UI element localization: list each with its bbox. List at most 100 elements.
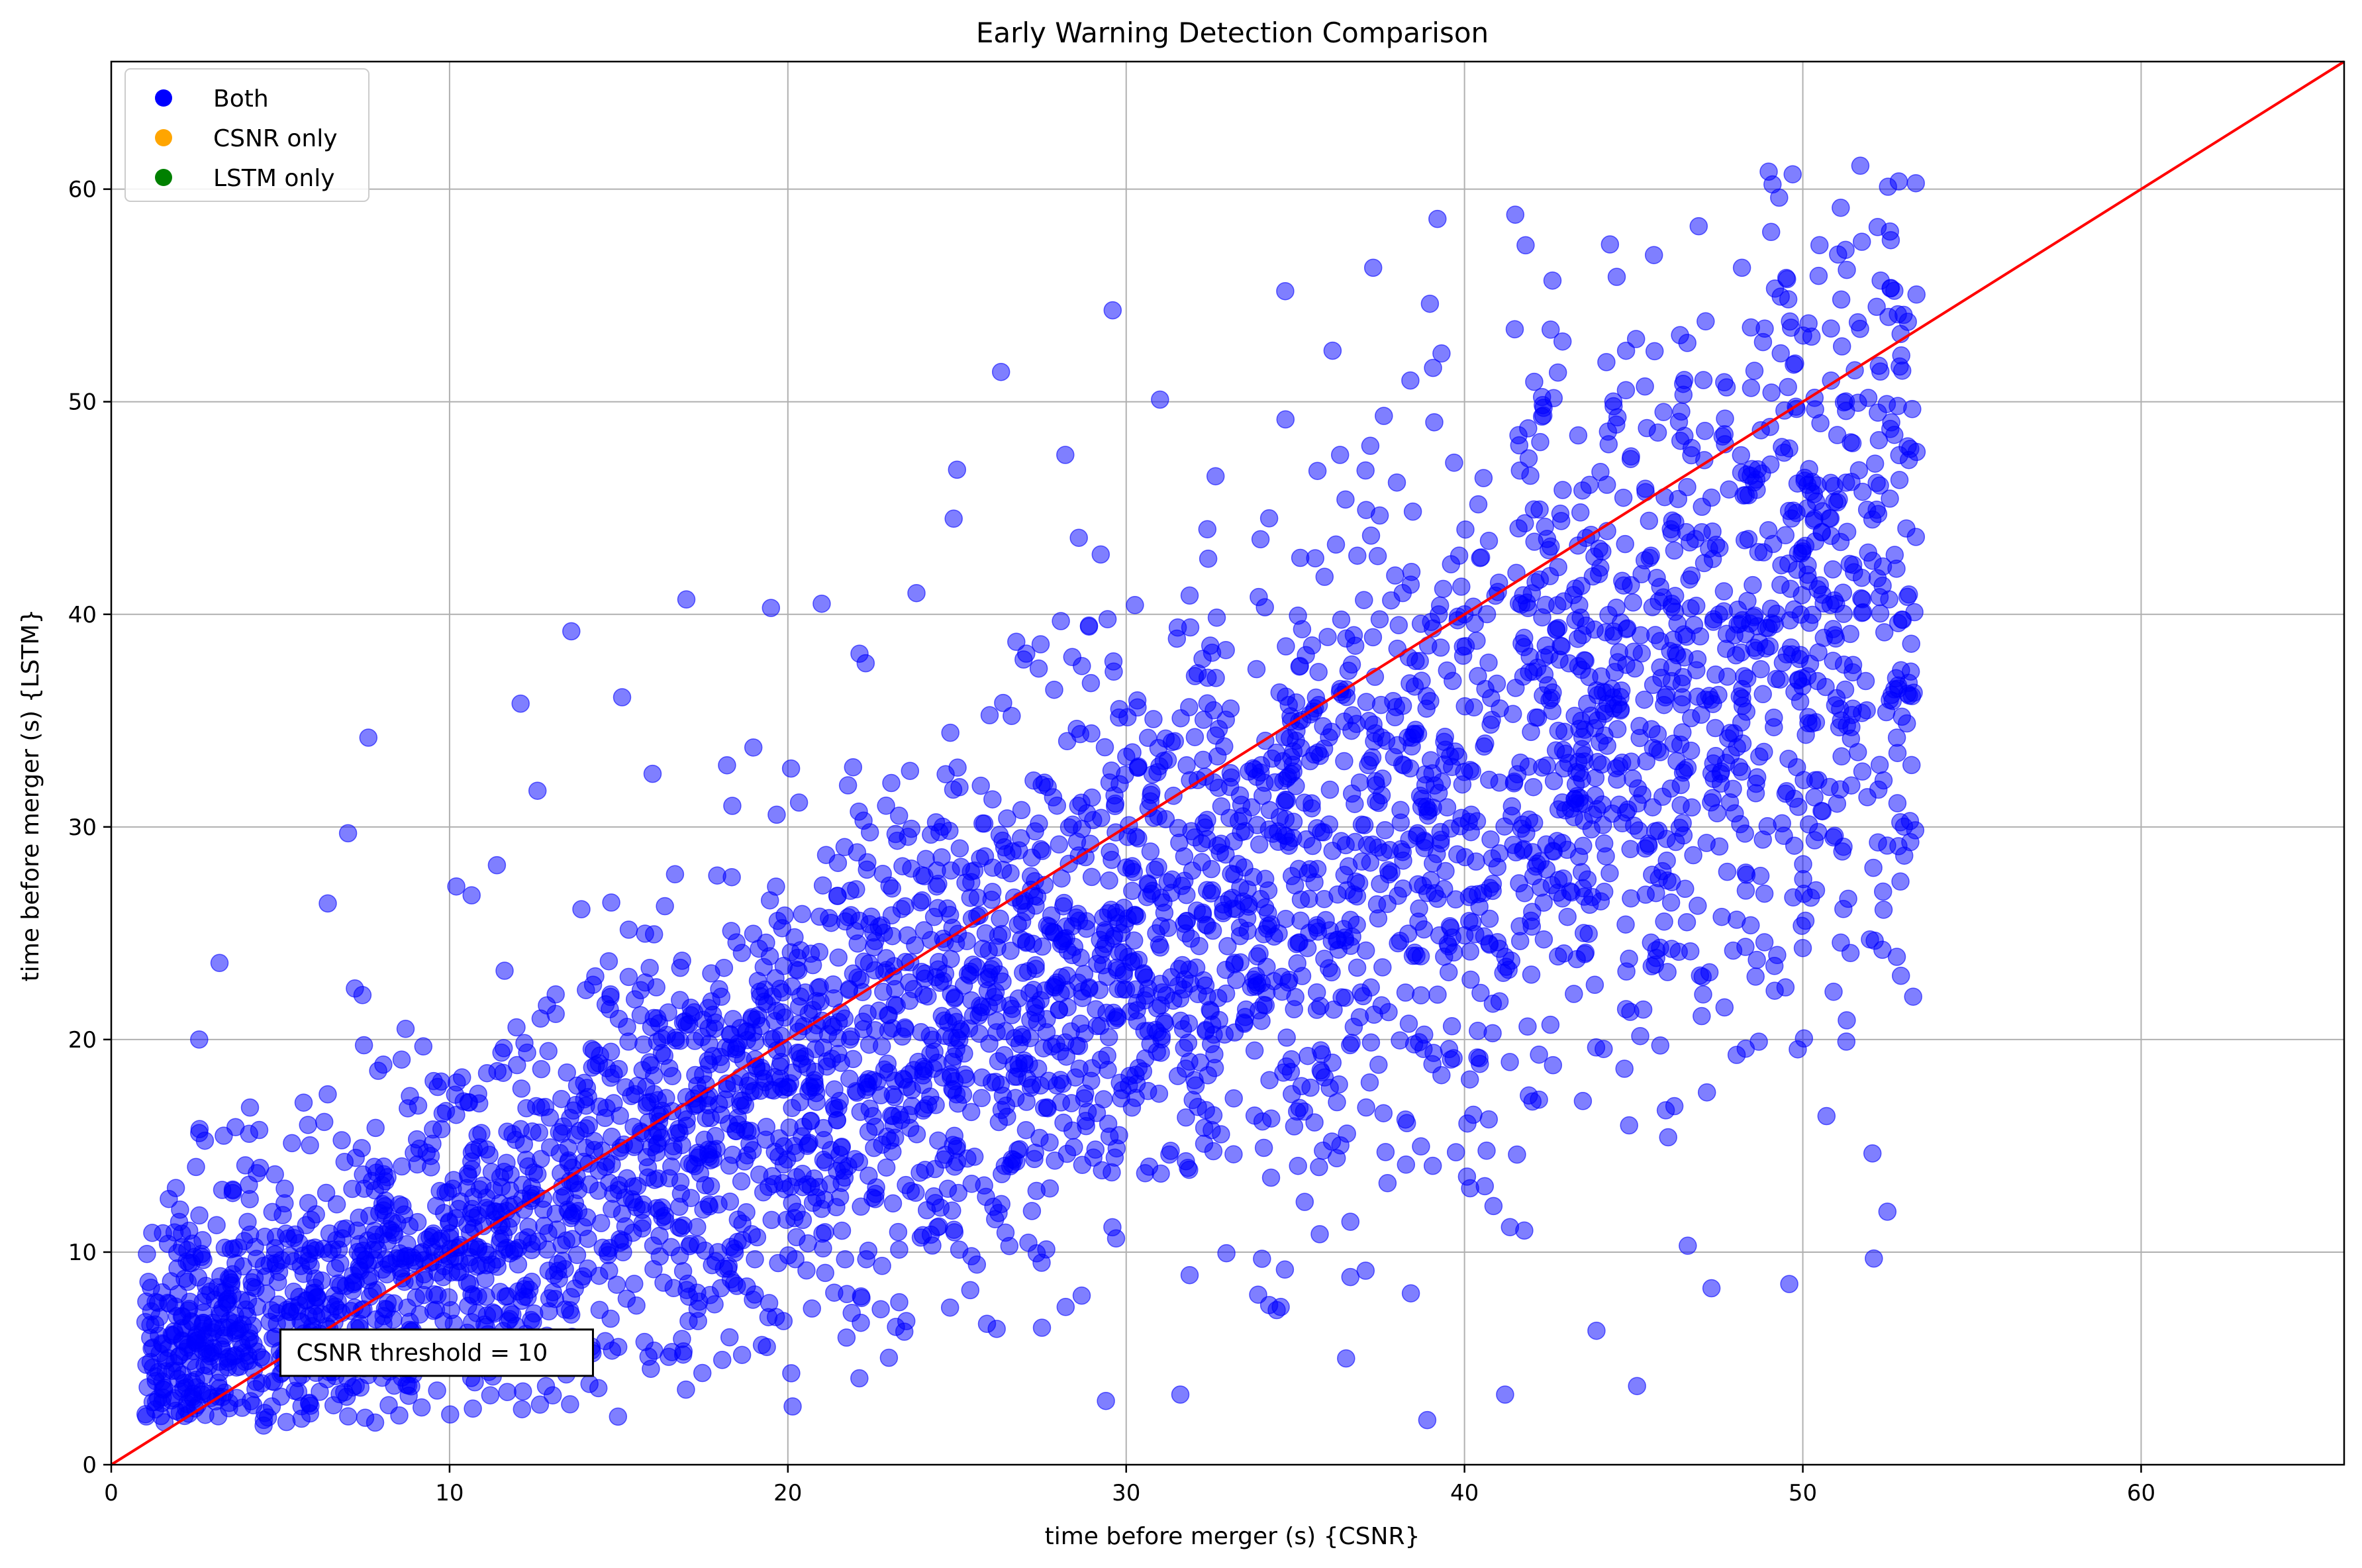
data-point bbox=[1210, 843, 1229, 862]
data-point bbox=[860, 954, 879, 973]
data-point bbox=[454, 1092, 473, 1111]
data-point bbox=[1190, 937, 1208, 956]
data-point bbox=[1842, 776, 1861, 795]
data-point bbox=[326, 1259, 345, 1277]
data-point bbox=[1549, 618, 1568, 638]
data-point bbox=[1891, 872, 1910, 891]
data-point bbox=[1865, 1249, 1883, 1268]
data-point bbox=[677, 1380, 695, 1399]
data-point bbox=[1577, 616, 1596, 635]
data-point bbox=[1572, 577, 1591, 595]
data-point bbox=[945, 1072, 964, 1091]
data-point bbox=[448, 1073, 466, 1092]
data-point bbox=[354, 1165, 372, 1184]
data-point bbox=[1180, 1160, 1199, 1179]
data-point bbox=[771, 1057, 789, 1076]
data-point bbox=[648, 1008, 667, 1028]
data-point bbox=[1785, 600, 1804, 619]
data-point bbox=[1412, 1137, 1430, 1156]
data-point bbox=[1410, 899, 1428, 918]
data-point bbox=[803, 1299, 821, 1318]
data-point bbox=[1793, 544, 1811, 563]
data-point bbox=[744, 738, 763, 757]
data-point bbox=[1128, 758, 1148, 777]
data-point bbox=[1054, 932, 1072, 950]
legend-marker-csnr-only bbox=[155, 129, 172, 146]
data-point bbox=[1269, 832, 1288, 852]
data-point bbox=[1151, 390, 1169, 409]
data-point bbox=[1202, 884, 1220, 903]
data-point bbox=[832, 1221, 852, 1240]
data-point bbox=[1530, 1045, 1548, 1064]
data-point bbox=[1339, 662, 1358, 680]
data-point bbox=[1195, 1134, 1214, 1153]
data-point bbox=[1093, 1161, 1111, 1180]
data-point bbox=[1681, 741, 1700, 760]
data-point bbox=[901, 761, 920, 780]
data-point bbox=[1396, 1110, 1415, 1129]
data-point bbox=[1898, 587, 1917, 607]
data-point bbox=[806, 1040, 825, 1059]
data-point bbox=[793, 905, 812, 924]
data-point bbox=[877, 797, 895, 815]
data-point bbox=[1677, 912, 1697, 932]
data-point bbox=[1852, 232, 1871, 251]
data-point bbox=[1240, 762, 1258, 781]
data-point bbox=[1574, 836, 1593, 856]
data-point bbox=[1789, 670, 1808, 689]
data-point bbox=[633, 1200, 652, 1219]
data-point bbox=[644, 1259, 663, 1279]
data-point bbox=[328, 1300, 348, 1319]
data-point bbox=[1578, 870, 1597, 889]
data-point bbox=[1730, 614, 1749, 633]
data-point bbox=[1506, 205, 1525, 224]
data-point bbox=[722, 867, 741, 887]
data-point bbox=[1805, 509, 1824, 528]
data-point bbox=[1878, 1202, 1897, 1221]
data-point bbox=[1056, 1298, 1075, 1316]
data-point bbox=[1431, 834, 1450, 853]
data-point bbox=[1449, 748, 1467, 766]
data-point bbox=[1483, 995, 1502, 1013]
data-point bbox=[837, 1328, 856, 1347]
data-point bbox=[671, 1219, 690, 1238]
data-point bbox=[1379, 861, 1398, 880]
data-point bbox=[1442, 555, 1461, 573]
data-point bbox=[315, 1112, 334, 1132]
data-point bbox=[860, 1166, 878, 1185]
data-point bbox=[1231, 953, 1250, 972]
data-point bbox=[1522, 965, 1541, 984]
data-point bbox=[850, 644, 869, 663]
data-point bbox=[539, 1042, 558, 1061]
data-point bbox=[1549, 800, 1568, 819]
data-point bbox=[1087, 1000, 1105, 1018]
data-point bbox=[836, 1250, 854, 1269]
data-point bbox=[1331, 679, 1350, 699]
data-point bbox=[1110, 1126, 1128, 1145]
data-point bbox=[1421, 692, 1440, 710]
data-point bbox=[1772, 556, 1791, 575]
data-point bbox=[1616, 1000, 1636, 1018]
data-point bbox=[1822, 319, 1840, 338]
data-point bbox=[1038, 916, 1057, 935]
data-point bbox=[373, 1260, 392, 1279]
data-point bbox=[190, 1206, 209, 1225]
data-point bbox=[561, 1395, 579, 1414]
data-point bbox=[599, 952, 618, 971]
data-point bbox=[1587, 1321, 1606, 1340]
data-point bbox=[1714, 582, 1734, 601]
data-point bbox=[1180, 586, 1199, 605]
data-point bbox=[799, 1234, 817, 1253]
data-point bbox=[1561, 882, 1579, 901]
data-point bbox=[1309, 663, 1328, 681]
data-point bbox=[1395, 756, 1413, 775]
data-point bbox=[1487, 674, 1506, 693]
data-point bbox=[971, 776, 990, 795]
data-point bbox=[562, 622, 581, 641]
data-point bbox=[1126, 1065, 1145, 1085]
data-point bbox=[430, 1181, 449, 1200]
data-point bbox=[1671, 431, 1690, 450]
data-point bbox=[1809, 771, 1828, 789]
data-point bbox=[1063, 1121, 1082, 1140]
data-point bbox=[1512, 595, 1531, 614]
